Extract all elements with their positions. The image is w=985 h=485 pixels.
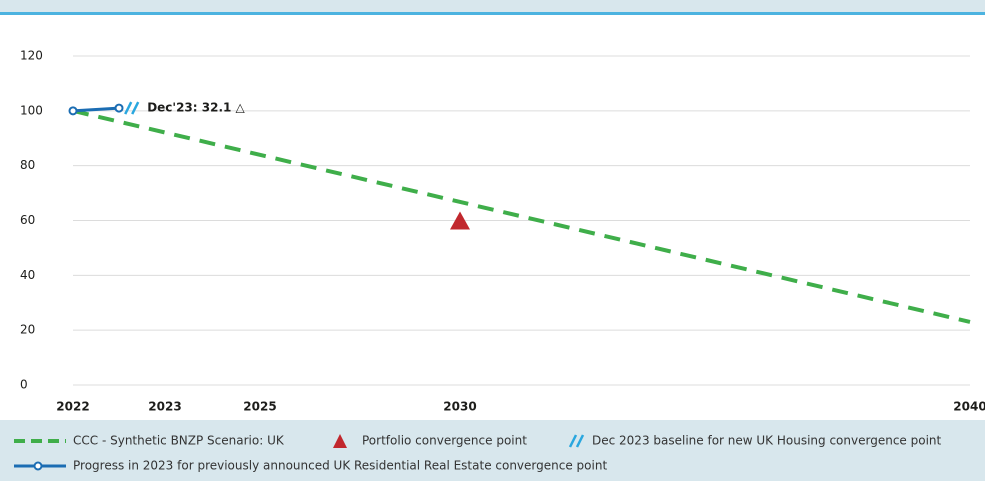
y-tick-label: 80 (20, 158, 35, 172)
portfolio-point (450, 211, 470, 230)
y-tick-label: 100 (20, 103, 43, 117)
plot-panel (0, 14, 985, 420)
legend-label: Portfolio convergence point (362, 434, 527, 448)
y-tick-label: 20 (20, 323, 35, 337)
baseline-slash (124, 101, 133, 115)
x-tick-label: 2025 (243, 400, 276, 414)
progress-line (72, 106, 120, 113)
progress-dot (68, 106, 78, 116)
x-tick-label: 2022 (56, 400, 89, 414)
top-border (0, 12, 985, 15)
x-tick-label: 2030 (443, 400, 476, 414)
legend-label: Dec 2023 baseline for new UK Housing con… (592, 434, 942, 448)
y-tick-label: 0 (20, 378, 28, 392)
y-tick-label: 120 (20, 49, 43, 63)
y-tick-label: 40 (20, 268, 35, 282)
baseline-marker (124, 101, 140, 115)
x-tick-label: 2023 (148, 400, 181, 414)
legend-swatch (575, 434, 585, 448)
x-tick-label: 2040 (953, 400, 985, 414)
annotation: Dec'23: 32.1 △ (147, 101, 245, 115)
baseline-slash (131, 101, 140, 115)
legend-label: Progress in 2023 for previously announce… (73, 459, 607, 473)
legend-swatch (33, 461, 43, 471)
legend-label: CCC - Synthetic BNZP Scenario: UK (73, 434, 285, 448)
scenario-line (72, 108, 971, 324)
y-tick-label: 60 (20, 213, 35, 227)
progress-dot (114, 103, 124, 113)
legend-swatch (333, 434, 347, 448)
legend-swatch (568, 434, 578, 448)
